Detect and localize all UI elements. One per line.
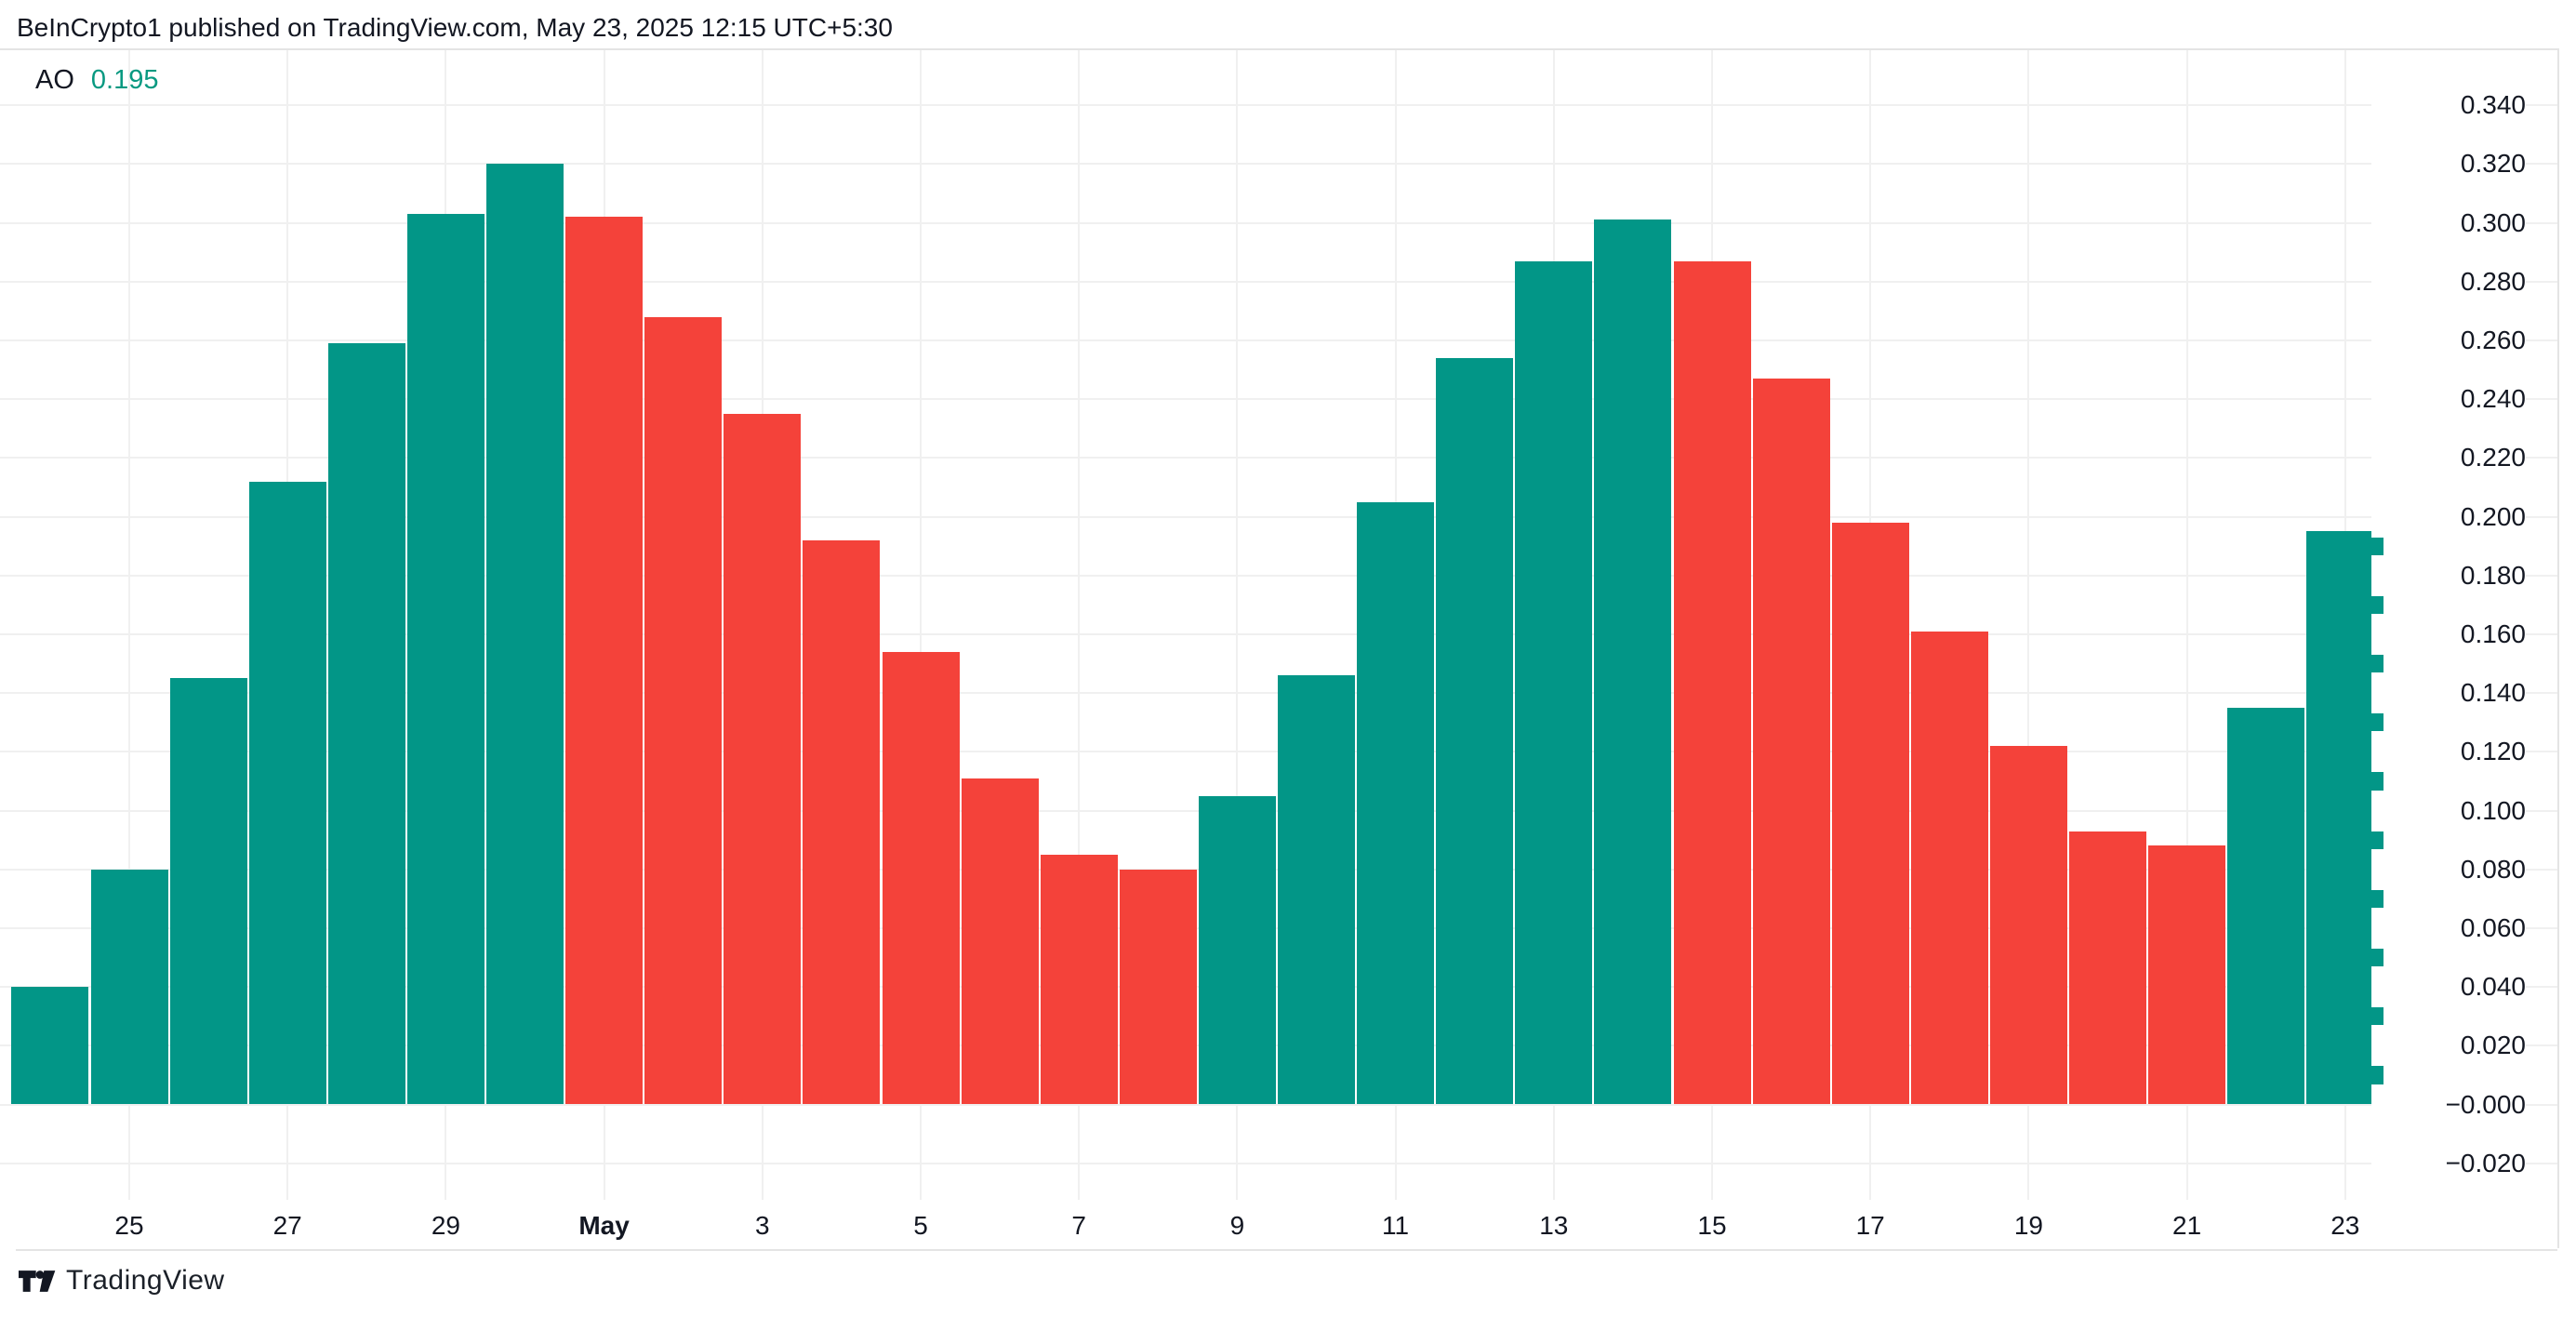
ao-bar	[644, 316, 723, 1105]
ao-bar	[1673, 260, 1751, 1105]
ao-bar	[565, 217, 644, 1105]
price-axis-label: 0.200	[2371, 496, 2526, 538]
price-axis-label: −0.000	[2371, 1084, 2526, 1125]
indicator-value: 0.195	[90, 65, 159, 95]
price-axis-label: −0.020	[2371, 1142, 2526, 1184]
ao-bar	[1989, 745, 2067, 1105]
price-axis-label: 0.080	[2371, 848, 2526, 890]
ao-bar	[1515, 260, 1593, 1105]
axis-bottom-border	[16, 1249, 2557, 1251]
time-axis-label: 5	[913, 1211, 928, 1240]
pane-top-border	[0, 48, 2557, 50]
ao-bar	[486, 164, 564, 1105]
ao-bar	[1910, 631, 1988, 1105]
price-axis-label: 0.120	[2371, 731, 2526, 773]
grid-line-vertical	[1078, 49, 1081, 1200]
grid-line-vertical	[920, 49, 922, 1200]
time-axis-label: 13	[1539, 1211, 1569, 1240]
grid-line-horizontal	[0, 1103, 2557, 1106]
price-axis-label: 0.100	[2371, 790, 2526, 831]
time-axis-label: 27	[272, 1211, 302, 1240]
price-axis-label: 0.240	[2371, 379, 2526, 420]
ao-bar	[1040, 854, 1118, 1105]
price-axis-label: 0.300	[2371, 202, 2526, 244]
ao-bar	[2227, 707, 2305, 1105]
grid-line-horizontal	[0, 632, 2557, 635]
tradingview-brand-text: TradingView	[66, 1265, 225, 1296]
price-axis-label: 0.220	[2371, 437, 2526, 479]
ao-bar	[2069, 831, 2146, 1105]
indicator-legend[interactable]: AO 0.195	[35, 65, 158, 96]
grid-line-horizontal	[0, 457, 2557, 459]
ao-bar	[327, 343, 405, 1105]
ao-bar	[1198, 795, 1276, 1105]
time-axis-label: 19	[2013, 1211, 2043, 1240]
price-axis-label: 0.320	[2371, 143, 2526, 185]
ao-bar	[169, 678, 247, 1105]
ao-bar	[961, 778, 1039, 1105]
grid-line-horizontal	[0, 1162, 2557, 1164]
grid-line-horizontal	[0, 280, 2557, 283]
ao-bar	[1831, 522, 1909, 1105]
grid-line-horizontal	[0, 163, 2557, 166]
grid-line-vertical	[1236, 49, 1239, 1200]
ao-bar	[1119, 869, 1197, 1105]
price-axis-label: 0.260	[2371, 319, 2526, 361]
ao-bar	[803, 539, 881, 1105]
grid-line-horizontal	[0, 339, 2557, 341]
tradingview-logo-icon	[19, 1270, 56, 1292]
ao-bar	[90, 869, 168, 1105]
pane-right-border	[2557, 48, 2559, 1248]
time-axis-label: 17	[1855, 1211, 1885, 1240]
price-axis-label: 0.040	[2371, 966, 2526, 1008]
ao-bar	[2148, 845, 2226, 1105]
ao-bar	[1278, 675, 1355, 1105]
ao-bar	[1752, 378, 1830, 1105]
chart-attribution: BeInCrypto1 published on TradingView.com…	[17, 13, 893, 42]
ao-bar	[882, 651, 960, 1105]
time-axis-label: 29	[431, 1211, 460, 1240]
tradingview-footer[interactable]: TradingView	[19, 1265, 225, 1297]
ao-bar	[724, 413, 802, 1105]
price-axis-label: 0.060	[2371, 907, 2526, 949]
time-axis-label: 9	[1229, 1211, 1245, 1240]
price-axis-label: 0.180	[2371, 554, 2526, 596]
time-axis-label: 11	[1382, 1211, 1410, 1240]
time-axis-label: 23	[2330, 1211, 2360, 1240]
ao-bar	[1594, 220, 1672, 1105]
grid-line-horizontal	[0, 515, 2557, 518]
grid-line-horizontal	[0, 398, 2557, 401]
ao-bar	[11, 987, 89, 1105]
grid-line-vertical	[2185, 49, 2188, 1200]
price-axis-label: 0.020	[2371, 1025, 2526, 1067]
time-axis-label: 21	[2172, 1211, 2202, 1240]
time-axis-label: 25	[114, 1211, 144, 1240]
ao-bar	[1436, 357, 1514, 1105]
price-axis-label: 0.160	[2371, 613, 2526, 655]
grid-line-vertical	[2027, 49, 2030, 1200]
grid-line-horizontal	[0, 574, 2557, 577]
time-axis-label: 15	[1697, 1211, 1727, 1240]
price-axis-label: 0.340	[2371, 85, 2526, 126]
time-axis-label: 7	[1071, 1211, 1086, 1240]
grid-line-vertical	[128, 49, 130, 1200]
price-axis-label: 0.140	[2371, 672, 2526, 714]
ao-bar	[1357, 501, 1435, 1105]
ao-bar	[406, 214, 485, 1105]
ao-bar	[248, 481, 326, 1105]
time-axis-label: 3	[755, 1211, 770, 1240]
grid-line-horizontal	[0, 221, 2557, 224]
grid-line-horizontal	[0, 104, 2557, 107]
price-axis-label: 0.280	[2371, 260, 2526, 302]
indicator-name: AO	[35, 65, 74, 95]
time-axis-label: May	[578, 1211, 630, 1240]
ao-bar	[2306, 531, 2384, 1105]
